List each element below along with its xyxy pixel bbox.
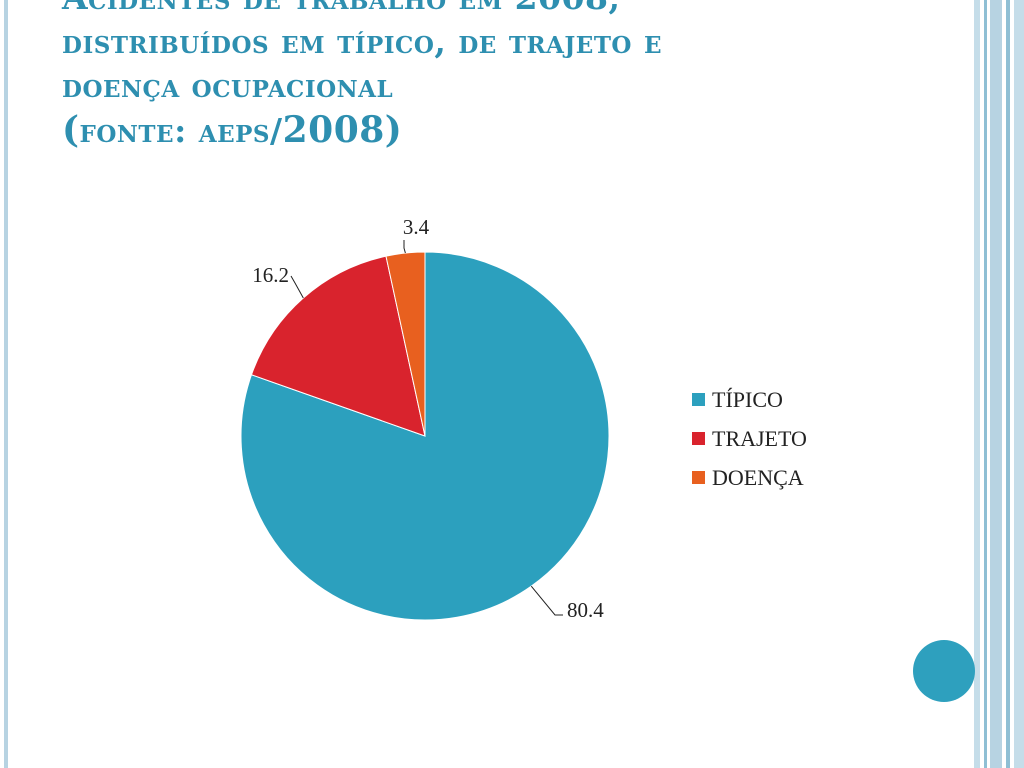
legend-item-doenca: DOENÇA [692,458,807,497]
leader-line-trajeto [290,275,304,299]
pie-slice-trajeto [250,255,426,437]
title-year: 2008) [282,109,403,151]
chart-legend: TÍPICO TRAJETO DOENÇA [692,380,807,497]
right-decorative-bars [974,0,1024,768]
right-bar-5 [1014,0,1024,768]
left-border-rule [4,0,8,768]
title-source: fonte: aeps/ [79,111,283,150]
title-open-paren: ( [62,109,80,151]
legend-item-tipico: TÍPICO [692,380,807,419]
decorative-circle [913,640,975,702]
data-label-trajeto: 16.2 [252,263,289,287]
legend-label-trajeto: TRAJETO [712,425,807,451]
legend-item-trajeto: TRAJETO [692,419,807,458]
legend-swatch-tipico [692,393,705,406]
data-label-tipico: 80.4 [567,598,604,622]
data-label-doenca: 3.4 [403,215,430,239]
right-bar-2 [984,0,987,768]
right-bar-3 [990,0,1002,768]
legend-swatch-doenca [692,471,705,484]
right-bar-4 [1006,0,1010,768]
right-bar-1 [974,0,980,768]
legend-label-tipico: TÍPICO [712,386,783,412]
title-line-4: (fonte: aeps/2008) [62,108,942,153]
leader-line-tipico [530,585,563,616]
leader-line-doenca [403,240,406,254]
title-line-1: Acidentes de trabalho em 2008, [62,0,942,20]
slide-title: Acidentes de trabalho em 2008, distribuí… [62,0,942,153]
legend-swatch-trajeto [692,432,705,445]
title-line-2: distribuídos em típico, de trajeto e [62,22,662,61]
title-line-3: doença ocupacional [62,66,394,105]
pie-slice-doenca [385,251,426,437]
legend-label-doenca: DOENÇA [712,464,804,490]
